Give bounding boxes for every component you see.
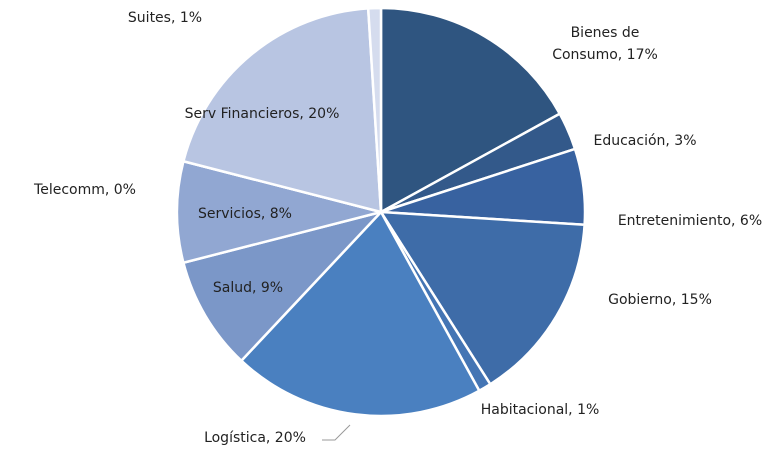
pie-slice xyxy=(366,6,383,213)
pie-slice xyxy=(378,210,586,386)
data-label: Habitacional, 1% xyxy=(480,402,600,418)
data-label: Logística, 20% xyxy=(204,430,306,446)
pie-slice xyxy=(181,209,385,363)
leader-line xyxy=(322,424,351,441)
pie-slice xyxy=(181,7,383,214)
pie-slice xyxy=(239,209,481,418)
data-label: Entretenimiento, 6% xyxy=(617,213,763,229)
data-label: Bienes de Consumo, 17% xyxy=(552,25,658,63)
data-label: Educación, 3% xyxy=(593,133,697,149)
data-label: Gobierno, 15% xyxy=(608,292,712,308)
pie-slice xyxy=(175,159,382,265)
pie-slice xyxy=(379,6,562,215)
data-label: Telecomm, 0% xyxy=(34,182,136,198)
data-label: Salud, 9% xyxy=(212,280,284,296)
data-label: Suites, 1% xyxy=(127,10,203,26)
data-label: Servicios, 8% xyxy=(198,206,292,222)
data-label: Serv Financieros, 20% xyxy=(184,106,340,122)
